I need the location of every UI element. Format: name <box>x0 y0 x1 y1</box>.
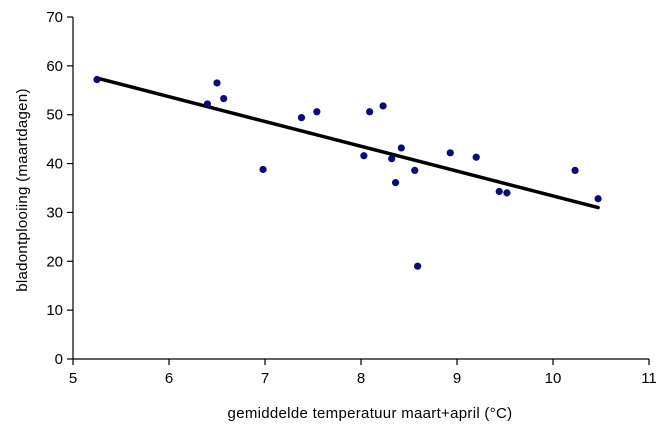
data-point <box>397 144 405 152</box>
y-tick-label: 0 <box>55 351 63 368</box>
y-tick-label: 20 <box>46 253 63 270</box>
data-point <box>391 179 400 187</box>
x-tick-label: 8 <box>357 370 365 387</box>
y-tick-label: 40 <box>46 156 63 173</box>
x-tick-label: 10 <box>545 370 562 387</box>
axes <box>67 16 650 365</box>
data-point <box>495 187 503 196</box>
trendline <box>95 76 600 210</box>
y-tick-label: 30 <box>46 204 63 221</box>
data-point <box>259 165 267 174</box>
x-tick-label: 5 <box>69 370 77 387</box>
data-point <box>213 79 221 87</box>
data-point <box>571 166 579 175</box>
data-point <box>594 195 602 203</box>
data-point <box>360 152 368 160</box>
y-axis-title: bladontplooiing (maartdagen) <box>14 88 31 292</box>
data-point <box>366 108 374 116</box>
y-tick-labels: 0 10 20 30 40 50 60 70 <box>46 9 63 368</box>
data-point <box>379 102 387 110</box>
data-point <box>503 189 511 197</box>
x-tick-labels: 5 6 7 8 9 10 11 <box>69 370 657 387</box>
x-tick-label: 6 <box>165 370 173 387</box>
x-tick-label: 7 <box>261 370 269 387</box>
data-point <box>472 153 480 161</box>
data-point <box>220 94 228 103</box>
x-axis-title: gemiddelde temperatuur maart+april (°C) <box>228 405 513 422</box>
x-tick-label: 9 <box>453 370 461 387</box>
data-point <box>313 108 321 116</box>
data-points <box>93 75 602 270</box>
y-tick-label: 70 <box>46 9 63 26</box>
y-tick-label: 50 <box>46 107 63 124</box>
data-point <box>203 100 211 108</box>
trendline-group <box>95 76 600 210</box>
data-point <box>446 149 454 157</box>
data-point <box>297 114 306 122</box>
y-tick-label: 10 <box>46 302 63 319</box>
data-point <box>388 155 396 163</box>
y-tick-label: 60 <box>46 58 63 75</box>
x-tick-label: 11 <box>641 370 657 387</box>
data-point <box>411 166 419 175</box>
data-point <box>414 262 422 270</box>
data-point <box>93 75 101 84</box>
